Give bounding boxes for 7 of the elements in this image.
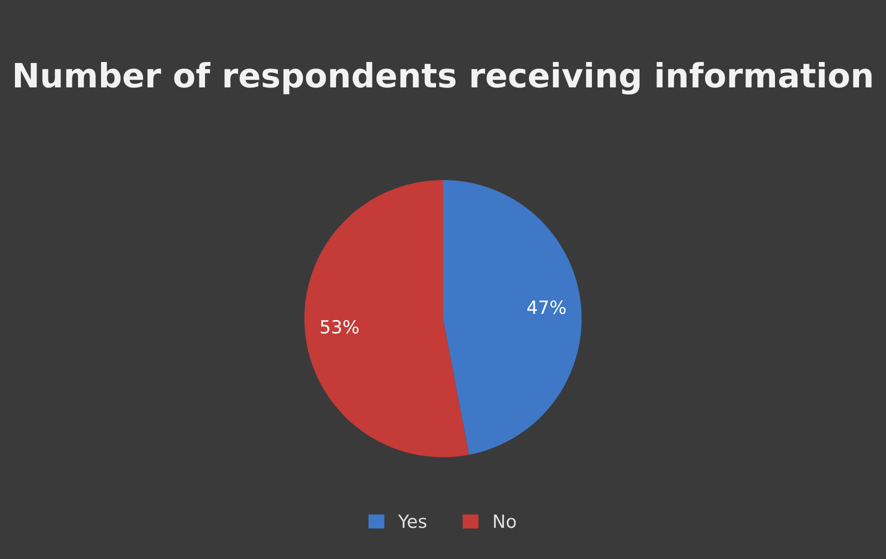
legend-label: No <box>494 514 516 528</box>
data-label: 53% <box>320 320 359 334</box>
legend-label: Yes <box>398 514 426 528</box>
chart-title: Number of respondents receiving information <box>14 62 872 95</box>
data-label: 47% <box>527 300 566 314</box>
pie-slice <box>443 180 582 455</box>
pie-slice <box>304 180 469 458</box>
